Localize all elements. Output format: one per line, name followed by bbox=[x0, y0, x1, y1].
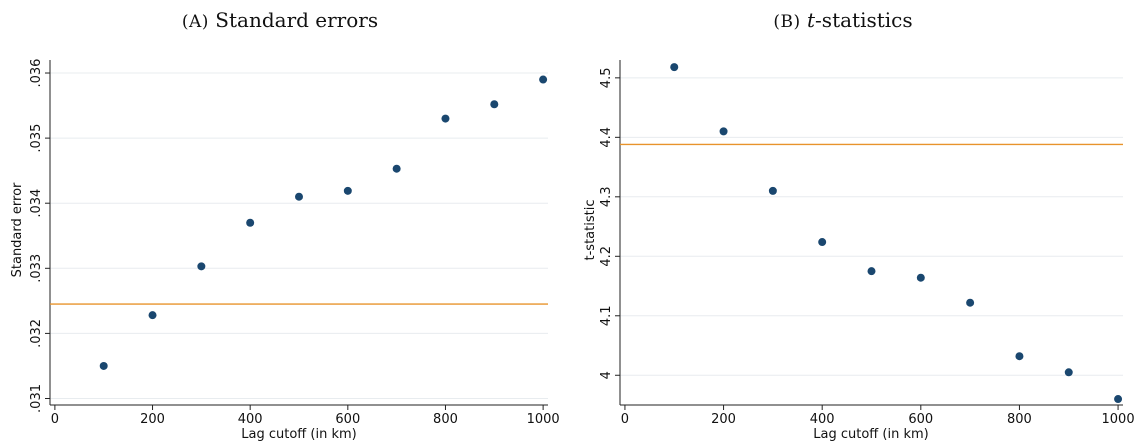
panel-b-point bbox=[916, 273, 925, 282]
panel-b-ticks: 4 4.1 4.2 4.3 4.4 4.5 0 200 400 600 800 1000 bbox=[599, 68, 1135, 427]
panel-a-gridlines bbox=[50, 72, 548, 399]
panel-a-ytick-label: .033 bbox=[29, 254, 44, 283]
panel-a-ytick-label: .035 bbox=[29, 124, 44, 153]
panel-b-point bbox=[768, 186, 777, 195]
panel-b-title-prefix: (B) bbox=[773, 12, 800, 32]
panel-a-point bbox=[295, 192, 303, 201]
panel-b-xtick-label: 800 bbox=[1007, 412, 1032, 427]
panel-b-ytick-label: 4.2 bbox=[599, 246, 614, 267]
panel-b-point bbox=[966, 298, 975, 307]
panel-b-xlabel: Lag cutoff (in km) bbox=[813, 427, 928, 442]
panel-a-point bbox=[197, 262, 206, 271]
panel-b-title-italic: t bbox=[807, 8, 816, 32]
panel-a-point bbox=[490, 100, 499, 109]
panel-a-ylabel: Standard error bbox=[10, 182, 25, 277]
panel-a-xtick-label: 1000 bbox=[527, 412, 560, 427]
panel-a-points bbox=[99, 75, 548, 370]
panel-a-point bbox=[539, 75, 548, 84]
panel-a-point bbox=[246, 218, 255, 227]
panel-b-title-text: -statistics bbox=[815, 8, 913, 32]
panel-b-point bbox=[719, 127, 728, 136]
panel-a-ticks: .031 .032 .033 .034 .035 .036 0 200 400 600 800 100… bbox=[29, 59, 560, 427]
panel-b-ytick-label: 4.3 bbox=[599, 186, 614, 207]
panel-a-ytick-label: .032 bbox=[29, 319, 44, 348]
panel-b-xtick-label: 1000 bbox=[1102, 412, 1135, 427]
panel-a-point bbox=[343, 186, 352, 195]
panel-b-point bbox=[1064, 368, 1073, 377]
panel-b-ytick-label: 4.1 bbox=[599, 305, 614, 326]
panel-b-ytick-label: 4.5 bbox=[599, 68, 614, 89]
panel-a-title: (A) Standard errors bbox=[182, 8, 378, 32]
panel-b: (B) t-statistics 4 4.1 4.2 4.3 4.4 4.5 0 200 400… bbox=[583, 8, 1135, 442]
panel-b-ylabel: t-statistic bbox=[583, 200, 598, 261]
panel-b-point bbox=[818, 238, 827, 247]
panel-a-xtick-label: 200 bbox=[140, 412, 165, 427]
panel-a-xtick-label: 0 bbox=[51, 412, 59, 427]
panel-a-xlabel: Lag cutoff (in km) bbox=[241, 427, 356, 442]
panel-b-point bbox=[867, 267, 876, 276]
panel-b-xtick-label: 200 bbox=[711, 412, 736, 427]
panel-b-point bbox=[670, 63, 679, 72]
panel-a-ytick-label: .034 bbox=[29, 189, 44, 218]
panel-b-xtick-label: 0 bbox=[621, 412, 629, 427]
panel-b-ytick-label: 4 bbox=[599, 371, 614, 379]
panel-a-point bbox=[99, 361, 108, 370]
panel-b-point bbox=[1015, 352, 1024, 361]
panel-a-title-prefix: (A) bbox=[182, 12, 209, 32]
panel-a-point bbox=[441, 114, 450, 123]
panel-a-ytick-label: .036 bbox=[29, 59, 44, 88]
panel-a-ytick-label: .031 bbox=[29, 384, 44, 413]
panel-a-point bbox=[148, 311, 157, 320]
panel-a-xtick-label: 800 bbox=[433, 412, 458, 427]
panel-a-point bbox=[392, 164, 401, 173]
panel-a-xtick-label: 400 bbox=[238, 412, 263, 427]
panel-b-xtick-label: 600 bbox=[908, 412, 933, 427]
panel-a: (A) Standard errors .031 .032 .033 .034 .035… bbox=[10, 8, 560, 442]
panel-b-ytick-label: 4.4 bbox=[599, 127, 614, 148]
panel-b-title: (B) t-statistics bbox=[773, 8, 912, 32]
panel-b-point bbox=[1114, 395, 1123, 404]
panel-b-xtick-label: 400 bbox=[810, 412, 835, 427]
panel-b-points bbox=[670, 63, 1123, 404]
panel-b-gridlines bbox=[620, 77, 1123, 376]
panel-a-xtick-label: 600 bbox=[335, 412, 360, 427]
panel-a-title-text: Standard errors bbox=[215, 8, 378, 32]
